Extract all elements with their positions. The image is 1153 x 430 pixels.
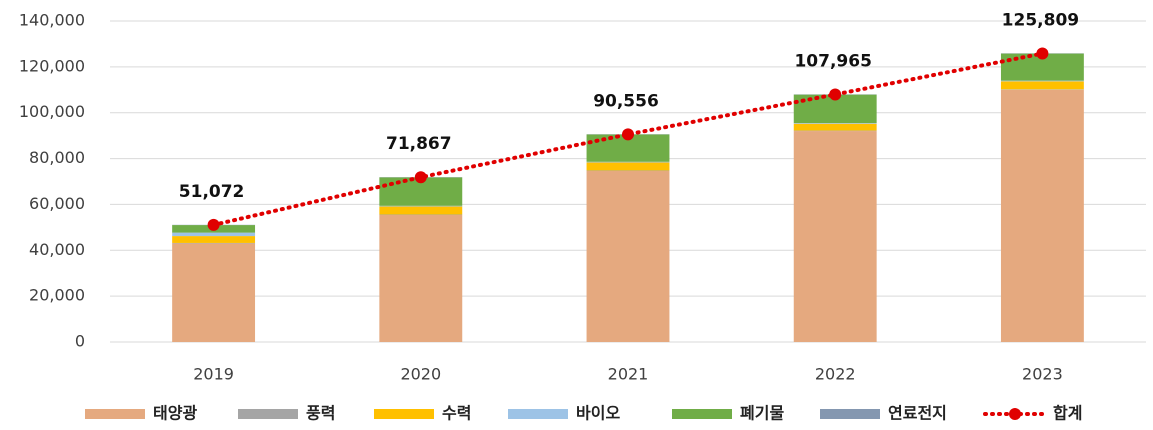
y-tick-label: 0 — [75, 332, 85, 351]
legend-label: 연료전지 — [888, 404, 947, 423]
legend-marker — [1009, 408, 1021, 420]
x-tick-label: 2021 — [608, 365, 649, 384]
legend-swatch — [672, 409, 732, 419]
bar-segment — [172, 232, 256, 237]
bar-segment — [379, 205, 463, 207]
bar-segment — [172, 243, 256, 342]
bar-segment — [1000, 89, 1084, 343]
y-tick-label: 80,000 — [29, 148, 85, 167]
data-label: 90,556 — [593, 91, 659, 111]
bar-segment — [586, 161, 670, 163]
legend-label: 풍력 — [306, 404, 335, 423]
legend-swatch — [374, 409, 434, 419]
total-marker — [1036, 47, 1049, 60]
data-label: 71,867 — [386, 134, 452, 154]
bar-segment — [1000, 80, 1084, 82]
bar-segment — [586, 162, 670, 171]
legend-label: 폐기물 — [740, 404, 784, 423]
y-tick-label: 20,000 — [29, 286, 85, 305]
x-tick-label: 2022 — [815, 365, 856, 384]
y-tick-label: 60,000 — [29, 194, 85, 213]
data-label: 125,809 — [1002, 11, 1079, 31]
x-tick-label: 2023 — [1022, 365, 1063, 384]
bar-segment — [172, 236, 256, 243]
total-marker — [829, 88, 842, 101]
total-marker — [622, 128, 634, 141]
y-tick-label: 120,000 — [19, 56, 85, 75]
total-marker — [414, 171, 427, 184]
y-tick-label: 140,000 — [19, 11, 85, 30]
y-tick-label: 40,000 — [29, 240, 85, 259]
bar-segment — [586, 170, 670, 342]
x-tick-label: 2020 — [400, 365, 441, 384]
total-marker — [207, 218, 220, 231]
legend-label: 바이오 — [576, 404, 620, 423]
legend-swatch — [508, 409, 568, 419]
data-label: 51,072 — [179, 182, 245, 202]
legend-label: 태양광 — [153, 404, 197, 423]
legend-swatch — [238, 409, 298, 419]
legend-swatch — [820, 409, 880, 419]
bar-segment — [1000, 81, 1084, 90]
bar-segment — [379, 206, 463, 215]
legend-swatch — [85, 409, 145, 419]
bar-segment — [793, 131, 877, 342]
bar-segment — [793, 123, 877, 124]
data-label: 107,965 — [794, 51, 871, 71]
legend-label: 합계 — [1053, 404, 1082, 423]
y-tick-label: 100,000 — [19, 102, 85, 121]
bar-segment — [793, 123, 877, 131]
bar-segment — [379, 214, 463, 342]
x-tick-label: 2019 — [193, 365, 234, 384]
total-line — [211, 51, 1045, 227]
legend-label: 수력 — [442, 404, 471, 423]
